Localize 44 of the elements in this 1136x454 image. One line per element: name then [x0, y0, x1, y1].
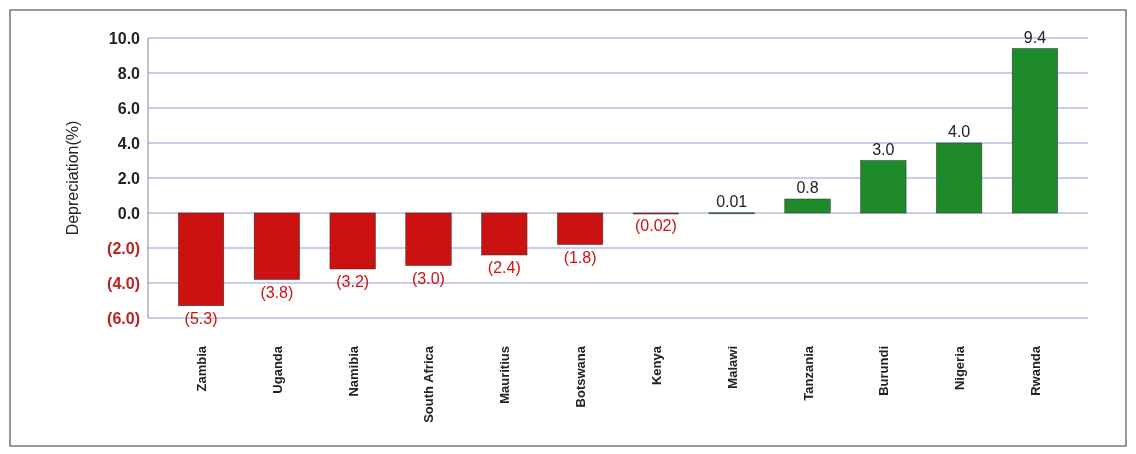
x-tick-label: Nigeria — [952, 345, 968, 391]
y-tick-label: 0.0 — [117, 204, 141, 222]
bar — [1011, 48, 1058, 214]
y-tick-label: 4.0 — [117, 134, 141, 152]
x-tick-label: Botswana — [573, 345, 589, 408]
x-tick-label: Mauritius — [497, 346, 513, 404]
y-tick-label: 6.0 — [117, 99, 141, 117]
y-axis-title: Depreciation(%) — [64, 120, 81, 236]
bar — [329, 212, 376, 270]
data-label: (5.3) — [184, 309, 218, 327]
bar — [481, 212, 528, 256]
y-tick-label: 2.0 — [117, 169, 141, 187]
data-label: (3.2) — [336, 273, 370, 290]
x-tick-label: Rwanda — [1027, 345, 1043, 396]
x-tick-label: South Africa — [421, 345, 437, 423]
bar — [405, 212, 452, 266]
data-label: (1.8) — [563, 248, 597, 266]
data-label: (2.4) — [487, 259, 521, 276]
bar — [253, 212, 300, 280]
data-label: (0.02) — [635, 217, 677, 235]
data-label: 4.0 — [948, 123, 971, 140]
data-label: 3.0 — [872, 140, 895, 158]
x-tick-label: Burundi — [876, 346, 892, 396]
x-tick-label: Uganda — [269, 345, 285, 394]
y-tick-label: (2.0) — [107, 239, 140, 257]
x-tick-label: Tanzania — [800, 345, 816, 401]
x-tick-label: Kenya — [648, 345, 664, 386]
bar — [557, 212, 604, 245]
bar — [784, 198, 831, 214]
bar — [860, 160, 907, 214]
bar — [936, 142, 983, 214]
y-tick-label: 10.0 — [108, 29, 141, 47]
x-tick-label: Malawi — [724, 346, 740, 389]
data-label: (3.0) — [412, 269, 445, 287]
data-label: 0.8 — [796, 179, 819, 196]
y-tick-label: (4.0) — [107, 274, 140, 292]
bar — [178, 212, 225, 306]
x-tick-label: Namibia — [345, 345, 361, 397]
y-tick-label: 8.0 — [117, 64, 141, 82]
data-label: 9.4 — [1023, 28, 1047, 46]
data-label: (3.8) — [260, 283, 294, 301]
x-tick-label: Zambia — [194, 345, 210, 392]
data-label: 0.01 — [716, 192, 748, 210]
y-tick-label: (6.0) — [107, 309, 140, 327]
